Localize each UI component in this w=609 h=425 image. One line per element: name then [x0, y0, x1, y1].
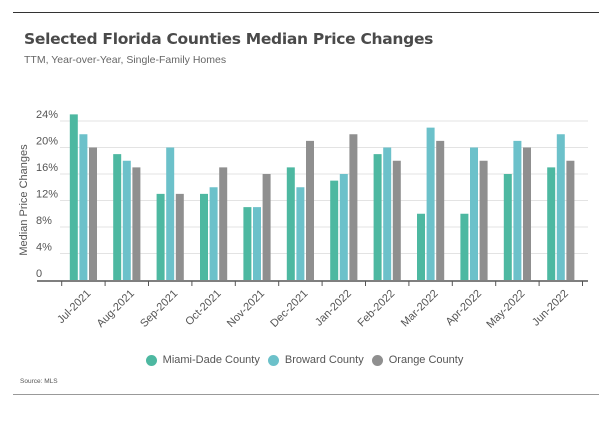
bar-broward-county-mar-2022	[426, 127, 435, 280]
bar-broward-county-jun-2022	[556, 134, 565, 280]
x-tick-label: Dec-2021	[268, 288, 310, 330]
bar-miami-dade-county-apr-2022	[460, 213, 469, 280]
bar-broward-county-aug-2021	[122, 160, 131, 280]
legend-item: Broward County	[267, 354, 364, 366]
y-tick-label: 4%	[36, 242, 52, 254]
y-tick-label: 12%	[36, 189, 58, 201]
bar-miami-dade-county-feb-2022	[373, 154, 382, 280]
x-tick-label: Mar-2022	[399, 288, 441, 330]
y-tick-labels: 0 4% 8% 12% 16% 20% 24%	[36, 109, 58, 280]
bar-orange-county-sep-2021	[175, 193, 184, 280]
y-tick-label: 16%	[36, 162, 58, 174]
bar-miami-dade-county-nov-2021	[243, 207, 252, 280]
source-note: Source: MLS	[20, 378, 58, 385]
bar-orange-county-jul-2021	[89, 147, 97, 280]
bar-miami-dade-county-dec-2021	[286, 167, 295, 280]
bar-broward-county-jan-2022	[339, 174, 348, 280]
bar-miami-dade-county-may-2022	[503, 174, 512, 280]
bar-orange-county-aug-2021	[132, 167, 141, 280]
legend-dot-icon	[145, 354, 157, 366]
legend-item: Miami-Dade County	[145, 354, 260, 366]
x-tick-label: Jul-2021	[55, 288, 93, 326]
bar-miami-dade-county-jul-2021	[69, 114, 78, 280]
chart-title: Selected Florida Counties Median Price C…	[24, 30, 434, 48]
bar-miami-dade-county-oct-2021	[200, 193, 208, 280]
bar-broward-county-jul-2021	[79, 134, 88, 280]
bar-orange-county-mar-2022	[436, 140, 445, 280]
bar-orange-county-oct-2021	[219, 167, 228, 280]
bar-broward-county-dec-2021	[296, 187, 305, 280]
legend-dot-icon	[371, 354, 383, 366]
legend: Miami-Dade County Broward County Orange Co…	[0, 354, 609, 366]
x-tick-label: Sep-2021	[138, 288, 180, 330]
bar-miami-dade-county-jan-2022	[330, 180, 339, 280]
x-tick-label: Jan-2022	[313, 288, 354, 329]
bar-orange-county-apr-2022	[479, 160, 488, 280]
bar-miami-dade-county-sep-2021	[156, 193, 165, 280]
legend-label: Orange County	[388, 354, 464, 366]
x-tick-label: Nov-2021	[225, 288, 267, 330]
x-tick-labels: Jul-2021 Aug-2021 Sep-2021 Oct-2021 Nov-2021…	[55, 288, 571, 331]
x-tick-label: Aug-2021	[95, 288, 137, 330]
legend-label: Miami-Dade County	[162, 354, 260, 366]
bar-broward-county-may-2022	[513, 140, 522, 280]
x-tick-label: Jun-2022	[530, 288, 571, 329]
bar-orange-county-may-2022	[523, 147, 531, 280]
bar-broward-county-apr-2022	[470, 147, 478, 280]
bar-orange-county-jun-2022	[566, 160, 575, 280]
bar-broward-county-oct-2021	[209, 187, 218, 280]
y-tick-label: 20%	[36, 136, 58, 148]
bar-orange-county-jan-2022	[349, 134, 358, 280]
y-axis-label: Median Price Changes	[18, 144, 30, 256]
x-axis	[37, 280, 588, 286]
legend-dot-icon	[267, 354, 279, 366]
bottom-rule	[13, 394, 599, 395]
bar-miami-dade-county-jun-2022	[547, 167, 556, 280]
bar-broward-county-feb-2022	[383, 147, 392, 280]
y-tick-label: 8%	[36, 215, 52, 227]
bar-orange-county-nov-2021	[262, 174, 271, 280]
x-tick-label: May-2022	[484, 288, 527, 331]
bar-miami-dade-county-aug-2021	[113, 154, 122, 280]
bar-miami-dade-county-mar-2022	[417, 213, 425, 280]
chart-subtitle: TTM, Year-over-Year, Single-Family Homes	[24, 54, 227, 66]
x-tick-label: Apr-2022	[444, 288, 484, 328]
bar-broward-county-sep-2021	[166, 147, 175, 280]
bar-orange-county-dec-2021	[306, 140, 314, 280]
y-tick-label: 0	[36, 268, 42, 280]
legend-label: Broward County	[284, 354, 364, 366]
top-rule	[13, 12, 599, 13]
x-tick-label: Oct-2021	[183, 288, 223, 328]
legend-item: Orange County	[371, 354, 464, 366]
x-tick-label: Feb-2022	[356, 288, 398, 330]
gridlines	[60, 120, 588, 254]
y-tick-label: 24%	[36, 109, 58, 121]
bar-orange-county-feb-2022	[392, 160, 401, 280]
bars	[69, 114, 575, 280]
bar-broward-county-nov-2021	[253, 207, 261, 280]
